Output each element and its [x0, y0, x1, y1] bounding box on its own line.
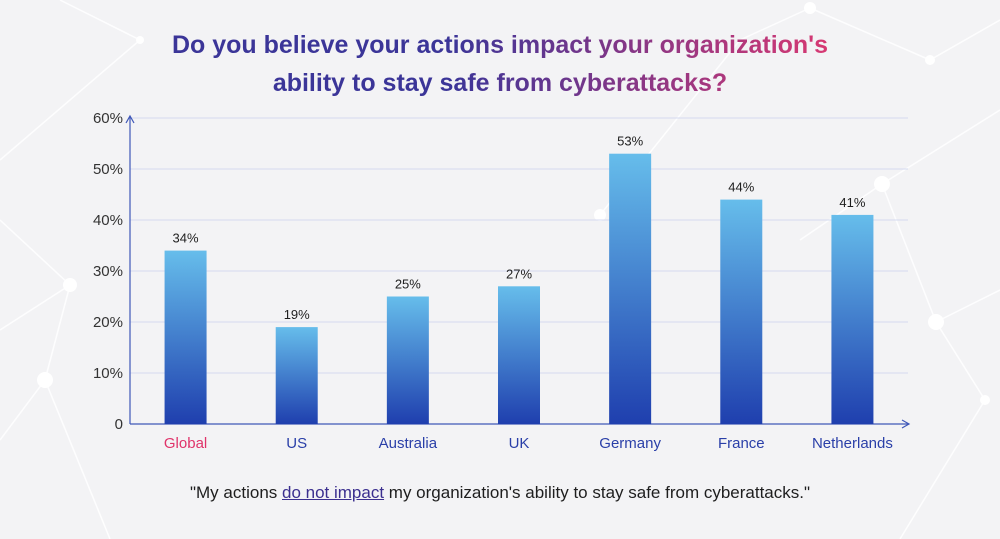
- bar-france: [720, 199, 763, 424]
- bar-netherlands: [831, 214, 874, 424]
- bar-australia: [386, 296, 429, 424]
- y-tick-label: 10%: [93, 365, 123, 382]
- x-axis-arrow: [901, 419, 911, 429]
- x-tick-label: UK: [509, 435, 530, 452]
- x-tick-label: Australia: [379, 435, 438, 452]
- data-label: 19%: [284, 307, 310, 322]
- bar-us: [275, 327, 318, 424]
- x-tick-label: Global: [164, 435, 207, 452]
- bar-global: [164, 250, 207, 424]
- data-label: 34%: [173, 231, 199, 246]
- y-tick-label: 40%: [93, 212, 123, 229]
- x-tick-label: US: [286, 435, 307, 452]
- data-label: 44%: [728, 180, 754, 195]
- data-label: 27%: [506, 266, 532, 281]
- caption-rest: my organization's ability to stay safe f…: [384, 483, 811, 502]
- x-tick-label: Germany: [599, 435, 661, 452]
- data-label: 53%: [617, 134, 643, 149]
- y-tick-label: 0: [115, 416, 123, 433]
- y-axis-arrow: [125, 114, 135, 124]
- data-label: 25%: [395, 277, 421, 292]
- data-label: 41%: [839, 195, 865, 210]
- bar-uk: [498, 286, 540, 424]
- y-tick-label: 20%: [93, 314, 123, 331]
- chart-caption: "My actions do not impact my organizatio…: [0, 483, 1000, 503]
- x-tick-label: Netherlands: [812, 435, 893, 452]
- y-tick-label: 30%: [93, 263, 123, 280]
- caption-open: "My actions: [189, 483, 282, 502]
- y-tick-label: 50%: [93, 161, 123, 178]
- bar-germany: [609, 153, 652, 424]
- y-tick-label: 60%: [93, 110, 123, 127]
- x-tick-label: France: [718, 435, 765, 452]
- caption-emphasis: do not impact: [282, 483, 385, 502]
